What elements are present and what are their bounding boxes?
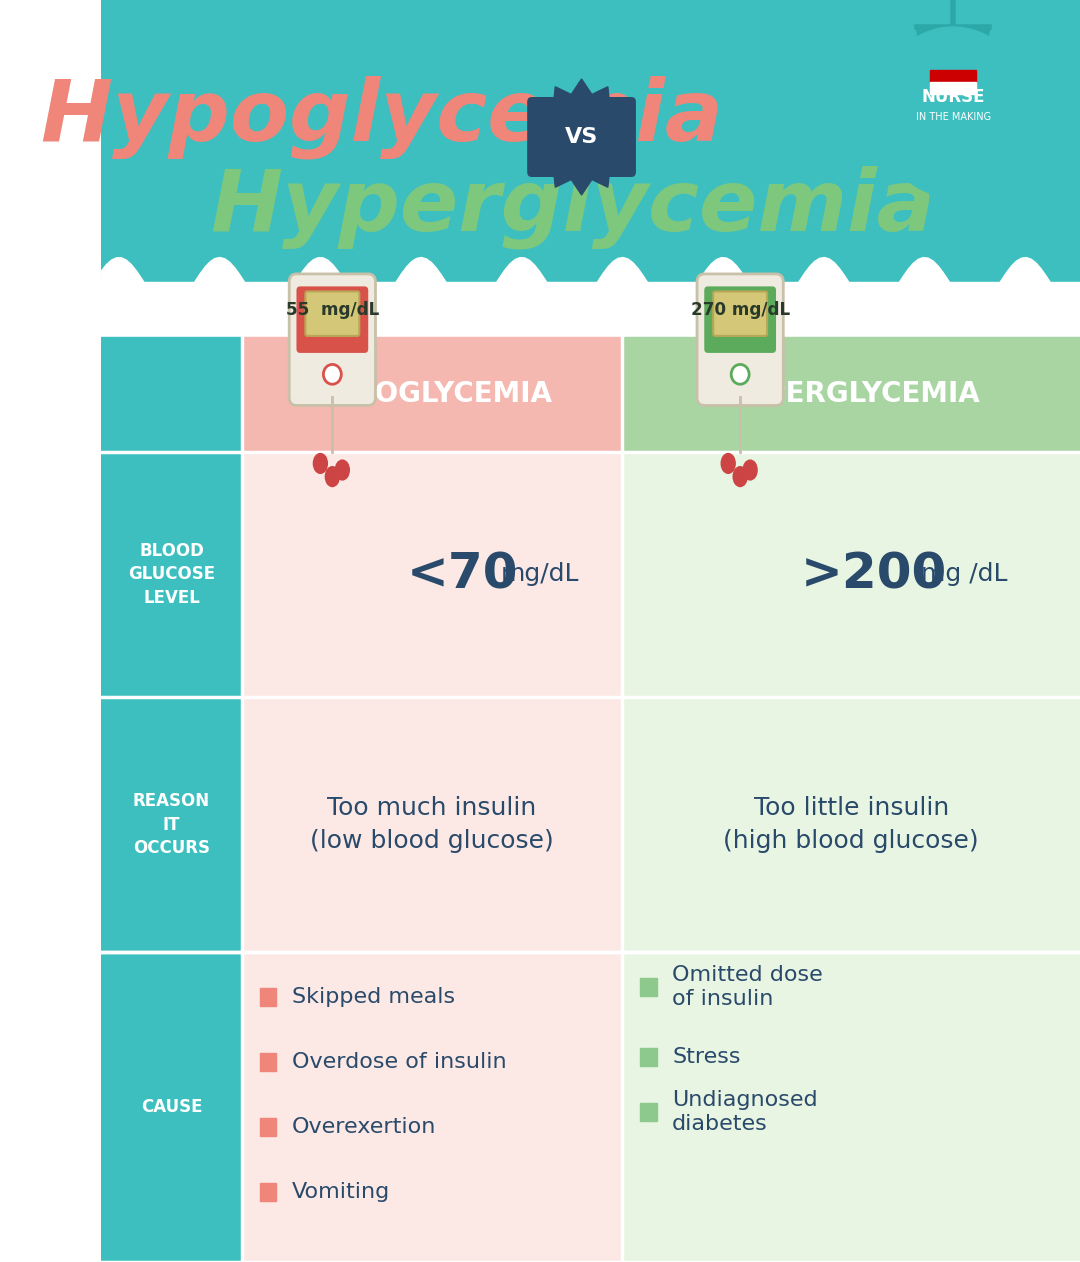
Bar xyxy=(102,697,242,952)
Text: BLOOD
GLUCOSE
LEVEL: BLOOD GLUCOSE LEVEL xyxy=(127,541,215,607)
Text: HYPERGLYCEMIA: HYPERGLYCEMIA xyxy=(723,381,980,409)
Text: HYPOGLYCEMIA: HYPOGLYCEMIA xyxy=(311,381,553,409)
Text: Stress: Stress xyxy=(672,1047,741,1066)
Ellipse shape xyxy=(733,467,747,487)
Text: >200: >200 xyxy=(801,550,947,598)
Text: Skipped meals: Skipped meals xyxy=(292,987,455,1007)
Bar xyxy=(260,1182,276,1201)
Ellipse shape xyxy=(325,467,339,487)
Bar xyxy=(622,452,1080,697)
Text: REASON
IT
OCCURS: REASON IT OCCURS xyxy=(133,791,210,857)
Bar xyxy=(102,337,242,452)
Text: Vomiting: Vomiting xyxy=(292,1182,390,1201)
Bar xyxy=(242,697,622,952)
Bar xyxy=(102,952,242,1262)
Text: Too much insulin
(low blood glucose): Too much insulin (low blood glucose) xyxy=(310,796,554,853)
Bar xyxy=(102,281,1080,512)
Text: CAUSE: CAUSE xyxy=(140,1098,202,1116)
Text: Hyperglycemia: Hyperglycemia xyxy=(211,165,935,249)
Text: 270 mg/dL: 270 mg/dL xyxy=(690,300,789,318)
Bar xyxy=(242,337,622,452)
FancyBboxPatch shape xyxy=(697,274,783,405)
Text: Hypoglycemia: Hypoglycemia xyxy=(41,76,724,159)
Bar xyxy=(102,452,242,697)
Text: IN THE MAKING: IN THE MAKING xyxy=(916,112,990,122)
Text: VS: VS xyxy=(565,127,598,146)
Bar xyxy=(260,1053,276,1071)
Wedge shape xyxy=(917,27,989,67)
Text: NURSE: NURSE xyxy=(921,88,985,106)
Text: mg /dL: mg /dL xyxy=(921,563,1008,587)
Ellipse shape xyxy=(743,461,757,480)
FancyBboxPatch shape xyxy=(527,97,636,177)
FancyBboxPatch shape xyxy=(713,292,767,336)
Text: Overexertion: Overexertion xyxy=(292,1117,436,1137)
Circle shape xyxy=(876,27,1030,197)
Bar xyxy=(242,952,622,1262)
Bar xyxy=(931,69,976,82)
Text: Too little insulin
(high blood glucose): Too little insulin (high blood glucose) xyxy=(724,796,978,853)
Polygon shape xyxy=(529,80,634,196)
FancyBboxPatch shape xyxy=(102,0,1080,281)
Text: mg/dL: mg/dL xyxy=(500,563,579,587)
Text: 55  mg/dL: 55 mg/dL xyxy=(286,300,379,318)
Circle shape xyxy=(731,365,750,384)
Bar xyxy=(260,1118,276,1136)
Ellipse shape xyxy=(721,453,735,473)
Ellipse shape xyxy=(335,461,349,480)
Bar xyxy=(640,1047,657,1066)
Text: <70: <70 xyxy=(407,550,518,598)
Bar xyxy=(640,1103,657,1121)
Ellipse shape xyxy=(313,453,327,473)
FancyBboxPatch shape xyxy=(306,292,360,336)
Bar xyxy=(102,0,1080,337)
Text: Undiagnosed
diabetes: Undiagnosed diabetes xyxy=(672,1090,818,1133)
Bar xyxy=(622,697,1080,952)
FancyBboxPatch shape xyxy=(296,286,368,353)
Bar xyxy=(640,978,657,996)
Bar xyxy=(260,988,276,1006)
Text: Overdose of insulin: Overdose of insulin xyxy=(292,1053,507,1071)
FancyBboxPatch shape xyxy=(704,286,777,353)
Circle shape xyxy=(323,365,341,384)
Bar xyxy=(931,82,976,93)
FancyBboxPatch shape xyxy=(289,274,376,405)
Bar xyxy=(622,952,1080,1262)
Bar xyxy=(622,337,1080,452)
Bar xyxy=(242,452,622,697)
Text: Omitted dose
of insulin: Omitted dose of insulin xyxy=(672,965,823,1008)
